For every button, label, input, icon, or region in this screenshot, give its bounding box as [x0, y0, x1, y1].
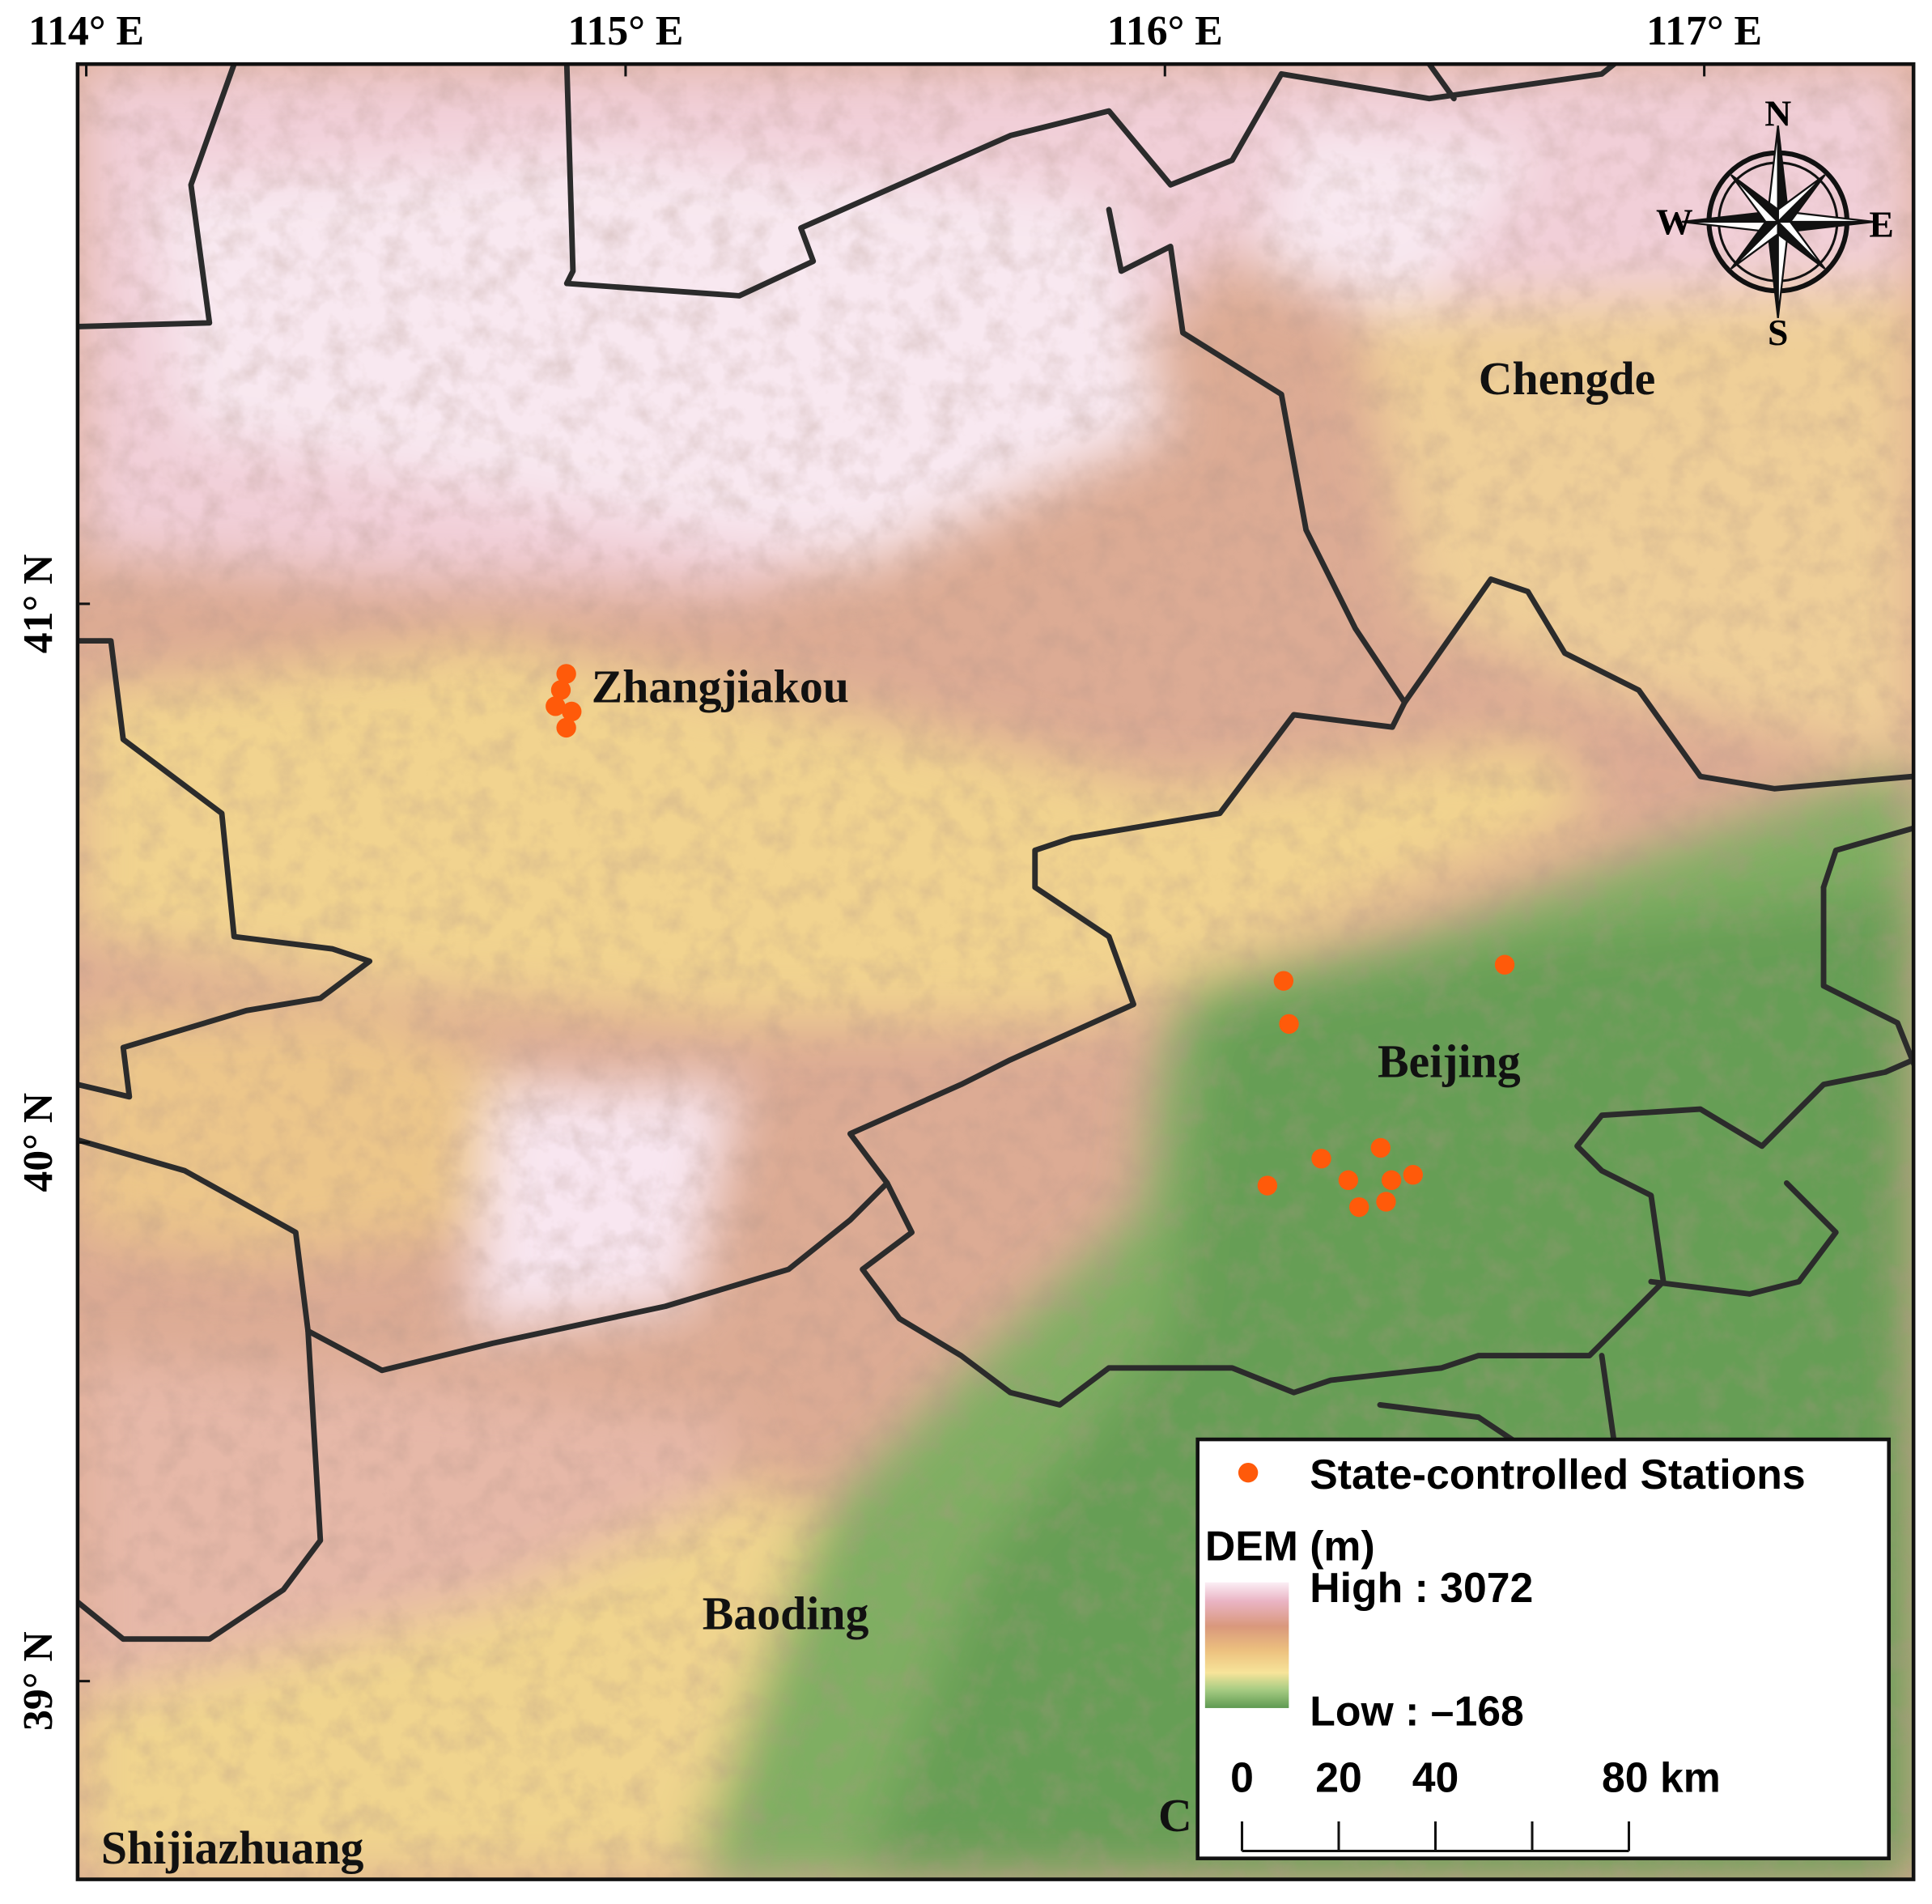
scale-label: 80 km [1602, 1753, 1721, 1800]
dem-high-label: High : 3072 [1310, 1564, 1533, 1611]
city-label: C [1158, 1789, 1192, 1842]
station [1494, 954, 1515, 975]
boundary [77, 1328, 324, 1643]
compass-letter: S [1768, 312, 1788, 353]
station [550, 680, 571, 700]
station [1338, 1170, 1359, 1191]
legend-box [1195, 1437, 1892, 1860]
compass-star [1681, 125, 1875, 318]
map-frame [75, 62, 1916, 1881]
station [546, 696, 566, 716]
boundary [77, 638, 373, 1100]
station [1311, 1149, 1331, 1169]
scale-label: 0 [1230, 1753, 1254, 1800]
boundary [1426, 64, 1457, 102]
graticule-labels: 114° E 115° E 116° E 117° E 39° N 40° N 41° N [15, 8, 1762, 1731]
dem-color-bar [1204, 1582, 1289, 1708]
station [1273, 971, 1294, 991]
boundary [77, 206, 1408, 1374]
boundary [1648, 1180, 1839, 1297]
boundary [1820, 884, 1914, 1071]
scale-label: 20 [1315, 1753, 1362, 1800]
dem-low-label: Low : –168 [1310, 1687, 1524, 1734]
station [556, 717, 576, 738]
x-tick-label: 117° E [1646, 8, 1762, 54]
city-label: Zhangjiakou [592, 661, 849, 713]
boundary [563, 64, 1617, 299]
boundaries [77, 64, 1914, 1643]
boundary [860, 1056, 1914, 1408]
scale-label: 40 [1412, 1753, 1459, 1800]
boundary [1377, 1402, 1518, 1445]
station [1370, 1137, 1391, 1158]
station [1381, 1170, 1402, 1191]
legend-station-label: State-controlled Stations [1310, 1451, 1805, 1498]
station [1403, 1165, 1423, 1185]
boundary [1402, 576, 1914, 792]
y-tick-label: 40° N [15, 1093, 62, 1192]
station [556, 664, 576, 684]
city-label: Baoding [703, 1587, 869, 1640]
terrain [77, 64, 1914, 1880]
compass-letter: N [1764, 92, 1791, 134]
city-label: Shijiazhuang [101, 1821, 364, 1874]
y-tick-label: 39° N [15, 1631, 62, 1731]
compass-letter: E [1869, 203, 1893, 244]
y-tick-label: 41° N [15, 555, 62, 654]
x-tick-label: 114° E [28, 8, 144, 54]
boundary [77, 64, 237, 329]
legend: State-controlled Stations DEM (m)High : 3… [1195, 1437, 1892, 1860]
x-tick-label: 115° E [567, 8, 683, 54]
legend-station-marker [1238, 1463, 1259, 1483]
compass-letter: W [1656, 201, 1693, 242]
stations [546, 664, 1515, 1218]
station [1257, 1175, 1278, 1196]
station [1348, 1196, 1369, 1218]
legend-dem-title: DEM (m) [1205, 1522, 1375, 1569]
city-label: Beijing [1378, 1035, 1521, 1088]
station [1279, 1014, 1299, 1035]
station [562, 701, 582, 722]
x-tick-label: 116° E [1107, 8, 1223, 54]
boundary [1820, 825, 1914, 890]
station [1376, 1192, 1396, 1212]
city-labels: Zhangjiakou Chengde Beijing Baoding Shijiazh… [101, 352, 1655, 1874]
city-label: Chengde [1479, 352, 1655, 405]
compass: N E S W [1656, 92, 1894, 353]
